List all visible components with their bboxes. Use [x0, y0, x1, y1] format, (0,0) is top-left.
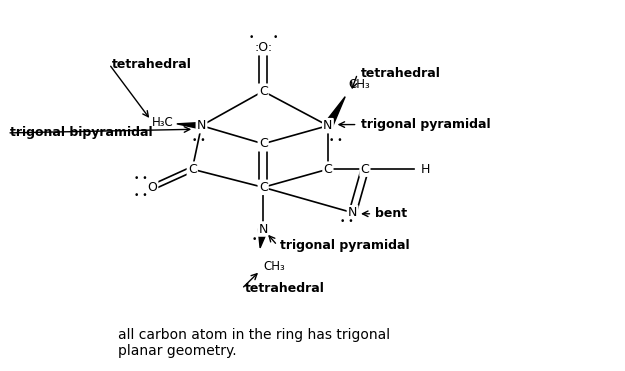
Text: CH₃: CH₃ [348, 78, 370, 91]
Polygon shape [323, 97, 345, 127]
Text: C: C [324, 162, 332, 176]
Text: trigonal bipyramidal: trigonal bipyramidal [11, 127, 153, 139]
Text: tetrahedral: tetrahedral [361, 67, 441, 80]
Text: C: C [259, 137, 268, 150]
Text: N: N [323, 119, 332, 132]
Text: •: • [248, 33, 254, 42]
Text: C: C [361, 162, 369, 176]
Text: H₃C: H₃C [152, 115, 174, 128]
Text: C: C [188, 162, 197, 176]
Text: N: N [197, 119, 206, 132]
Text: • •: • • [252, 236, 266, 244]
Text: trigonal pyramidal: trigonal pyramidal [361, 118, 490, 131]
Polygon shape [177, 122, 202, 129]
Text: • •: • • [329, 136, 342, 145]
Text: C: C [259, 181, 268, 194]
Text: C: C [259, 137, 268, 150]
Text: N: N [348, 206, 358, 219]
Text: trigonal pyramidal: trigonal pyramidal [281, 239, 410, 252]
Text: • •: • • [134, 174, 148, 184]
Text: CH₃: CH₃ [263, 259, 285, 273]
Text: C: C [324, 162, 332, 176]
Text: bent: bent [376, 207, 408, 220]
Text: C: C [188, 162, 197, 176]
Text: :O:: :O: [254, 41, 272, 54]
Text: N: N [323, 119, 332, 132]
Text: O: O [148, 181, 157, 194]
Text: C: C [259, 85, 268, 98]
Text: all carbon atom in the ring has trigonal
planar geometry.: all carbon atom in the ring has trigonal… [118, 328, 391, 358]
Text: N: N [197, 119, 206, 132]
Text: tetrahedral: tetrahedral [112, 58, 192, 70]
Text: N: N [259, 223, 268, 236]
Text: O: O [148, 181, 157, 194]
Text: C: C [259, 181, 268, 194]
Polygon shape [258, 229, 268, 248]
Text: C: C [361, 162, 369, 176]
Text: H: H [421, 162, 430, 176]
Text: • •: • • [192, 136, 206, 145]
Text: tetrahedral: tetrahedral [244, 282, 324, 295]
Text: N: N [348, 206, 358, 219]
Text: C: C [259, 85, 268, 98]
Text: •: • [272, 33, 278, 42]
Text: • •: • • [339, 217, 353, 226]
Text: • •: • • [134, 191, 148, 200]
Text: N: N [259, 223, 268, 236]
Text: :O:: :O: [254, 41, 272, 54]
